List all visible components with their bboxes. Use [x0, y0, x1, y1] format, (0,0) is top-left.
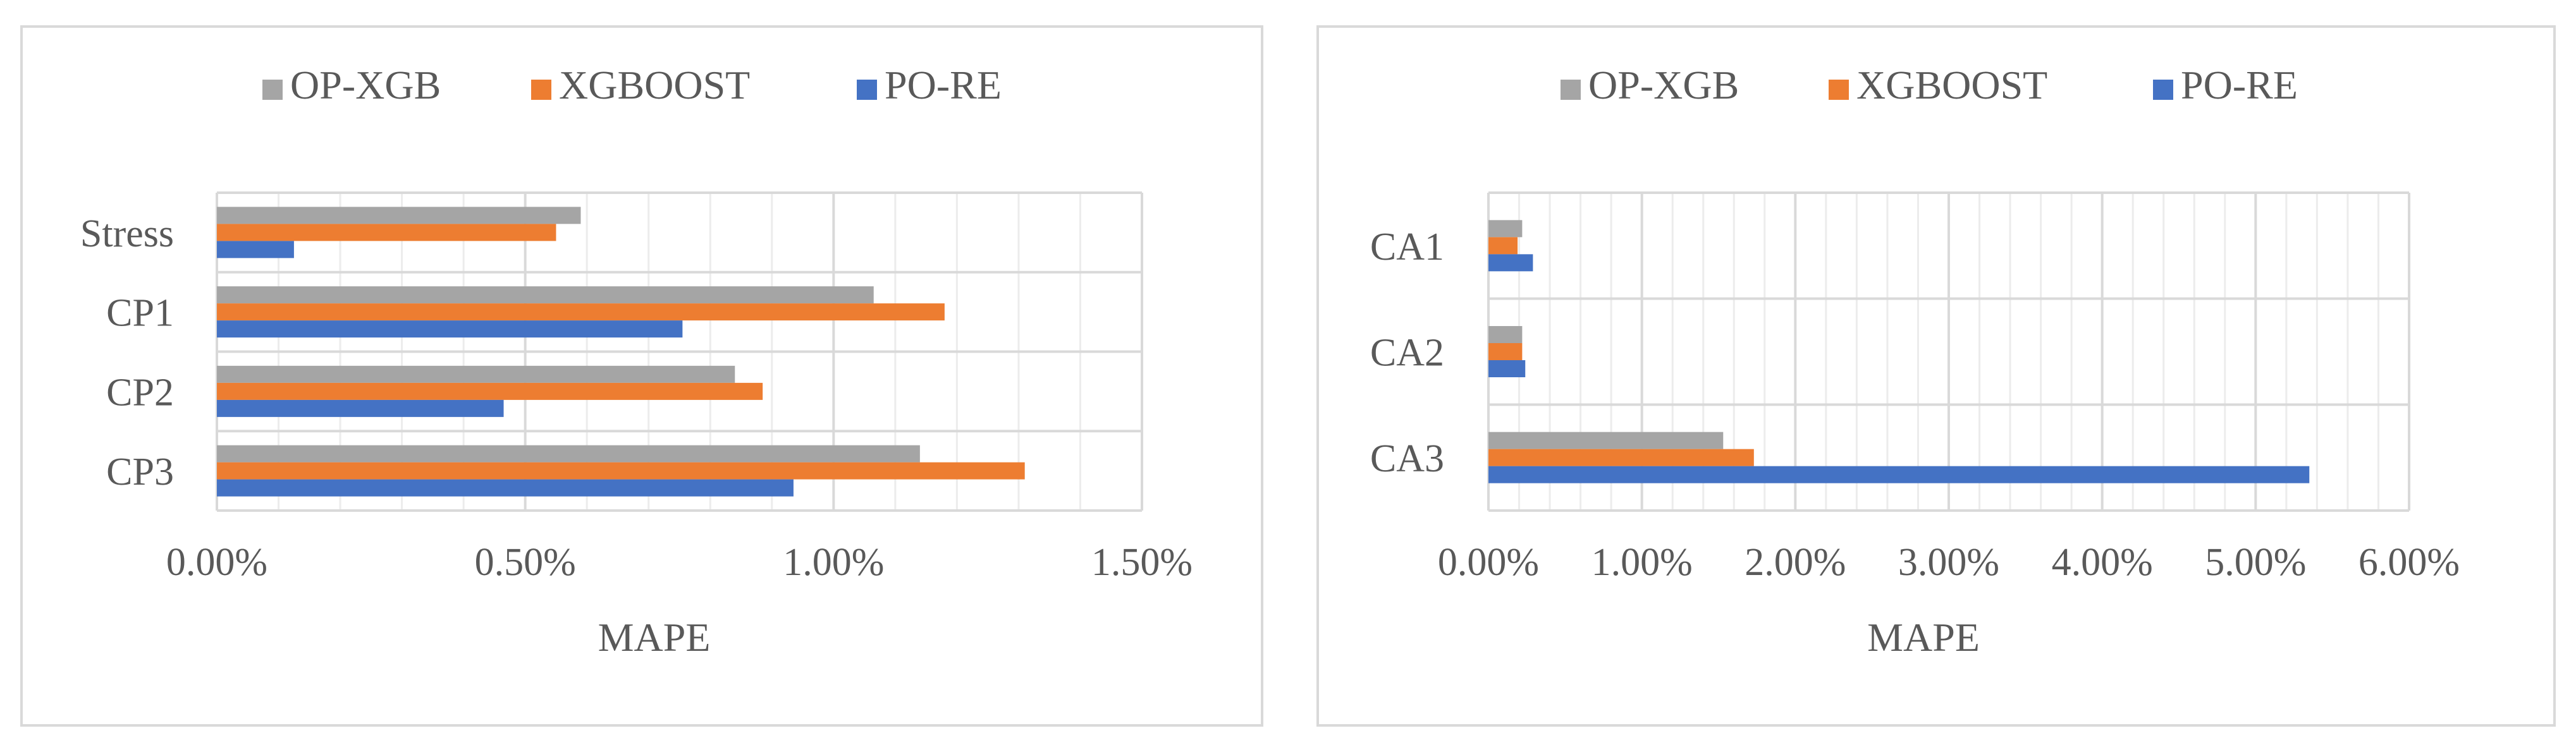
legend-swatch — [531, 80, 551, 100]
legend-swatch — [262, 80, 283, 100]
x-axis-title: MAPE — [598, 615, 711, 660]
x-tick-label: 2.00% — [1745, 541, 1846, 584]
legend-label: PO-RE — [2181, 63, 2298, 107]
bar-xgboost-cp1 — [217, 303, 945, 321]
x-tick-label: 5.00% — [2205, 541, 2306, 584]
x-tick-label: 0.50% — [475, 541, 576, 584]
category-label: CP1 — [106, 292, 174, 335]
legend-swatch — [1561, 80, 1581, 100]
bar-op-xgb-ca2 — [1488, 326, 1523, 343]
bar-op-xgb-cp3 — [217, 445, 920, 463]
bar-xgboost-ca1 — [1488, 237, 1518, 255]
x-tick-label: 1.00% — [1592, 541, 1693, 584]
legend-label: PO-RE — [885, 63, 1002, 107]
legend-label: XGBOOST — [559, 63, 750, 107]
bar-op-xgb-ca3 — [1488, 432, 1724, 449]
legend-swatch — [857, 80, 877, 100]
x-tick-label: 4.00% — [2052, 541, 2153, 584]
category-label: CP2 — [106, 371, 174, 414]
category-label: CP3 — [106, 451, 174, 494]
x-tick-label: 6.00% — [2358, 541, 2460, 584]
x-tick-label: 1.00% — [783, 541, 884, 584]
bar-xgboost-cp2 — [217, 382, 763, 400]
legend-label: OP-XGB — [1588, 63, 1739, 107]
bar-op-xgb-cp1 — [217, 286, 874, 304]
bar-op-xgb-stress — [217, 207, 581, 224]
bar-xgboost-stress — [217, 224, 556, 241]
legend-swatch — [1829, 80, 1849, 100]
bar-po-re-stress — [217, 241, 294, 258]
chart-left: Stress CP1 CP2 CP3 0.00% 0.50% 1.00% 1.50% MAPE O… — [80, 63, 1193, 660]
bar-po-re-cp2 — [217, 399, 504, 417]
bar-op-xgb-cp2 — [217, 365, 735, 383]
legend-label: OP-XGB — [290, 63, 441, 107]
x-tick-label: 1.50% — [1091, 541, 1193, 584]
category-label: CA3 — [1370, 437, 1444, 480]
x-tick-label: 0.00% — [166, 541, 267, 584]
category-label: CA2 — [1370, 332, 1444, 375]
bar-xgboost-ca2 — [1488, 343, 1523, 360]
bar-xgboost-cp3 — [217, 462, 1025, 480]
bar-op-xgb-ca1 — [1488, 220, 1523, 238]
legend-swatch — [2153, 80, 2173, 100]
legend-label: XGBOOST — [1856, 63, 2047, 107]
bar-po-re-ca3 — [1488, 466, 2310, 483]
x-tick-label: 0.00% — [1438, 541, 1539, 584]
x-axis-title: MAPE — [1867, 615, 1980, 660]
chart-right: CA1 CA2 CA3 0.00% 1.00% 2.00% 3.00% 4.00% 5.00% 6… — [1370, 63, 2460, 660]
bar-xgboost-ca3 — [1488, 449, 1754, 466]
category-label: CA1 — [1370, 226, 1444, 269]
bar-po-re-ca2 — [1488, 360, 1526, 377]
bar-po-re-cp3 — [217, 479, 794, 497]
bar-po-re-cp1 — [217, 320, 683, 338]
category-label: Stress — [80, 212, 174, 255]
bar-po-re-ca1 — [1488, 254, 1533, 272]
x-tick-label: 3.00% — [1898, 541, 1999, 584]
